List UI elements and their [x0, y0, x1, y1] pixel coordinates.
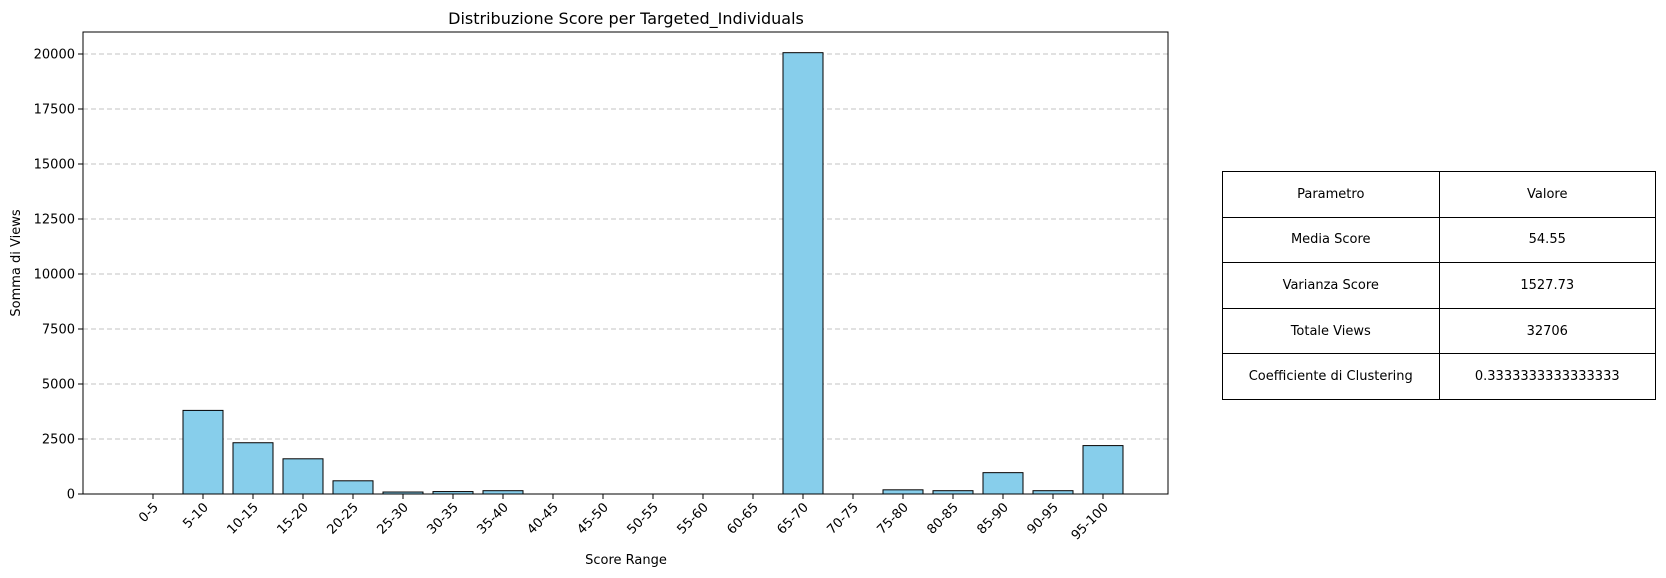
table-header-cell: Valore	[1438, 171, 1656, 218]
table-cell: Coefficiente di Clustering	[1222, 353, 1440, 400]
x-tick-label: 80-85	[925, 500, 962, 537]
y-tick-label: 7500	[42, 323, 75, 338]
y-tick-label: 0	[67, 488, 75, 503]
x-tick-label: 40-45	[525, 500, 562, 537]
x-tick-label: 65-70	[775, 500, 812, 537]
x-tick-label: 60-65	[725, 500, 762, 537]
bar-95-100	[1082, 445, 1124, 495]
table-row: Coefficiente di Clustering 0.33333333333…	[1222, 353, 1656, 400]
x-tick-label: 50-55	[625, 500, 662, 537]
bar-10-15	[232, 442, 274, 495]
y-axis-ticks: 0 2500 5000 7500 10000 12500 15000 17500 20000	[34, 48, 83, 503]
table-cell: 54.55	[1438, 216, 1656, 264]
x-tick-label: 85-90	[975, 500, 1012, 537]
x-axis-ticks: 0-5 5-10 10-15 15-20 20-25 25-30 30-35 35-40 40-…	[136, 494, 1112, 543]
chart-title: Distribuzione Score per Targeted_Individ…	[448, 9, 804, 29]
bar-65-70	[782, 52, 824, 495]
table-cell: Media Score	[1222, 216, 1440, 264]
table-cell: 32706	[1438, 307, 1656, 355]
x-tick-label: 55-60	[675, 500, 712, 537]
y-axis-label: Somma di Views	[9, 209, 24, 316]
y-tick-label: 17500	[34, 103, 75, 118]
x-tick-label: 20-25	[325, 500, 362, 537]
bar-5-10	[182, 409, 224, 495]
x-tick-label: 35-40	[475, 500, 512, 537]
y-tick-label: 5000	[42, 378, 75, 393]
table-row: Varianza Score 1527.73	[1222, 262, 1656, 309]
table-header-row: Parametro Valore	[1222, 171, 1656, 218]
x-tick-label: 30-35	[425, 500, 462, 537]
table-cell: 1527.73	[1438, 262, 1656, 309]
plot-frame	[82, 31, 1169, 495]
x-tick-label: 5-10	[180, 500, 211, 531]
table-row: Totale Views 32706	[1222, 307, 1656, 355]
x-tick-label: 15-20	[275, 500, 312, 537]
y-tick-label: 12500	[34, 213, 75, 228]
x-tick-label: 95-100	[1069, 500, 1112, 543]
x-tick-label: 0-5	[136, 500, 162, 526]
bars	[182, 52, 1124, 495]
y-tick-label: 15000	[34, 158, 75, 173]
table-cell: Totale Views	[1222, 307, 1440, 355]
x-tick-label: 45-50	[575, 500, 612, 537]
x-tick-label: 75-80	[875, 500, 912, 537]
bar-85-90	[982, 472, 1024, 495]
table-cell: 0.3333333333333333	[1438, 353, 1656, 400]
y-tick-label: 2500	[42, 433, 75, 448]
bar-15-20	[282, 458, 324, 495]
stats-table: Parametro Valore Media Score 54.55 Varia…	[1222, 171, 1656, 400]
grid-lines	[83, 53, 1168, 440]
x-tick-label: 25-30	[375, 500, 412, 537]
table-header-cell: Parametro	[1222, 171, 1440, 218]
x-tick-label: 70-75	[825, 500, 862, 537]
y-tick-label: 20000	[34, 48, 75, 63]
x-axis-label: Score Range	[585, 553, 667, 568]
bar-20-25	[332, 480, 374, 495]
x-tick-label: 10-15	[225, 500, 262, 537]
y-tick-label: 10000	[34, 268, 75, 283]
x-tick-label: 90-95	[1025, 500, 1062, 537]
table-cell: Varianza Score	[1222, 262, 1440, 309]
table-row: Media Score 54.55	[1222, 216, 1656, 264]
bar-75-80	[882, 489, 924, 495]
